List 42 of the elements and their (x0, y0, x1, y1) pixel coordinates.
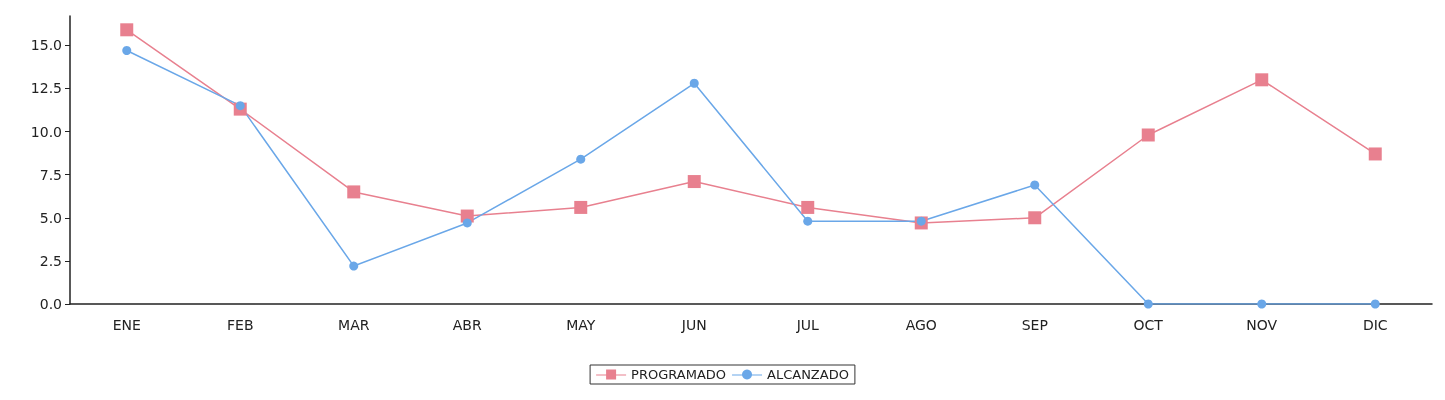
point (1028, 211, 1042, 225)
point (1257, 299, 1267, 309)
point (1368, 147, 1382, 161)
point (687, 175, 701, 189)
x-tick-label: ENE (112, 317, 141, 333)
point (574, 200, 588, 214)
point (1370, 299, 1380, 309)
x-tick-label: JUN (680, 317, 707, 333)
legend-label: ALCANZADO (767, 367, 849, 382)
point (462, 218, 472, 228)
point (803, 216, 813, 226)
x-tick-label: AGO (905, 317, 937, 333)
y-tick-label: 10.0 (30, 123, 62, 140)
point (916, 216, 926, 226)
y-tick-label: 5.0 (39, 209, 62, 226)
x-tick-label: MAY (566, 317, 596, 333)
y-tick-label: 0.0 (39, 296, 62, 312)
point (1143, 299, 1153, 309)
point (1141, 128, 1155, 142)
y-tick-label: 2.5 (39, 252, 62, 269)
y-tick-label: 7.5 (39, 166, 62, 183)
y-tick-label: 12.5 (30, 80, 62, 97)
y-tick-label: 15.0 (30, 37, 62, 54)
point (349, 261, 359, 271)
x-tick-label: MAR (338, 317, 370, 333)
point (347, 185, 361, 199)
x-tick-label: NOV (1246, 317, 1278, 333)
legend-label: PROGRAMADO (631, 367, 727, 382)
point (689, 78, 699, 88)
x-tick-label: OCT (1133, 317, 1164, 333)
point (576, 154, 586, 164)
x-tick-label: FEB (226, 317, 254, 333)
point (235, 101, 245, 111)
x-tick-label: ABR (452, 317, 482, 333)
point (122, 45, 132, 55)
x-tick-label: SEP (1021, 317, 1048, 333)
point (801, 200, 815, 214)
x-tick-label: JUL (795, 317, 820, 333)
x-tick-label: DIC (1362, 317, 1388, 333)
point (1255, 73, 1269, 87)
point (120, 23, 134, 37)
point (1030, 180, 1040, 190)
